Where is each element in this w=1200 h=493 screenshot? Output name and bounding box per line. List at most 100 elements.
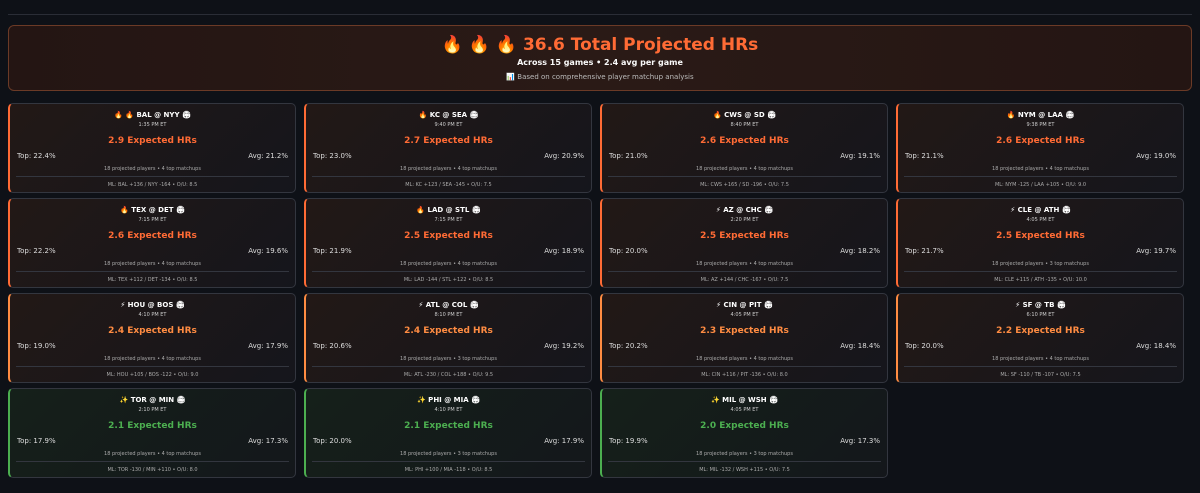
top-probability: Top: 21.9% (313, 247, 352, 255)
odds: ML: PHI +100 / MIA -118 • O/U: 8.5 (404, 467, 493, 473)
top-probability: Top: 23.0% (313, 152, 352, 160)
divider (312, 271, 585, 272)
matchup: ⚡ HOU @ BOS 🏟 (120, 301, 185, 309)
avg-probability: Avg: 19.7% (1136, 247, 1176, 255)
players-info: 18 projected players • 4 top matchups (104, 166, 201, 172)
odds: ML: CLE +115 / ATH -135 • O/U: 10.0 (994, 277, 1087, 283)
avg-probability: Avg: 21.2% (248, 152, 288, 160)
divider (16, 366, 289, 367)
top-probability: Top: 20.0% (313, 437, 352, 445)
avg-probability: Avg: 19.1% (840, 152, 880, 160)
top-probability: Top: 20.2% (609, 342, 648, 350)
matchup: 🔥 CWS @ SD 🏟 (712, 111, 777, 119)
title: 🔥 🔥 🔥 36.6 Total Projected HRs (441, 35, 759, 55)
players-info: 18 projected players • 4 top matchups (400, 261, 497, 267)
expected-hrs: 2.9 Expected HRs (108, 136, 197, 146)
divider (312, 461, 585, 462)
top-probability: Top: 22.2% (17, 247, 56, 255)
players-info: 18 projected players • 4 top matchups (992, 166, 1089, 172)
avg-probability: Avg: 17.3% (840, 437, 880, 445)
top-probability: Top: 17.9% (17, 437, 56, 445)
expected-hrs: 2.2 Expected HRs (996, 326, 1085, 336)
top-probability: Top: 20.0% (609, 247, 648, 255)
odds: ML: CIN +116 / PIT -136 • O/U: 8.0 (701, 372, 788, 378)
matchup: ⚡ AZ @ CHC 🏟 (715, 206, 774, 214)
game-card: 🔥 NYM @ LAA 🏟 9:38 PM ET 2.6 Expected HRs T… (896, 103, 1184, 193)
game-time: 9:38 PM ET (1026, 122, 1055, 128)
game-time: 9:40 PM ET (434, 122, 463, 128)
game-card: 🔥 LAD @ STL 🏟 7:15 PM ET 2.5 Expected HRs T… (304, 198, 592, 288)
expected-hrs: 2.6 Expected HRs (996, 136, 1085, 146)
game-card: ⚡ CLE @ ATH 🏟 4:05 PM ET 2.5 Expected HRs T… (896, 198, 1184, 288)
expected-hrs: 2.5 Expected HRs (404, 231, 493, 241)
players-info: 18 projected players • 4 top matchups (696, 261, 793, 267)
game-card: ✨ MIL @ WSH 🏟 4:05 PM ET 2.0 Expected HRs T… (600, 388, 888, 478)
matchup: ⚡ ATL @ COL 🏟 (418, 301, 479, 309)
players-info: 18 projected players • 3 top matchups (696, 451, 793, 457)
divider (16, 461, 289, 462)
game-time: 2:20 PM ET (730, 217, 759, 223)
divider (904, 176, 1177, 177)
top-probability: Top: 19.0% (17, 342, 56, 350)
players-info: 18 projected players • 4 top matchups (104, 261, 201, 267)
game-time: 8:40 PM ET (730, 122, 759, 128)
game-card: ⚡ AZ @ CHC 🏟 2:20 PM ET 2.5 Expected HRs To… (600, 198, 888, 288)
top-probability: Top: 19.9% (609, 437, 648, 445)
game-time: 4:05 PM ET (1026, 217, 1055, 223)
game-time: 6:10 PM ET (1026, 312, 1055, 318)
players-info: 18 projected players • 4 top matchups (696, 356, 793, 362)
game-card: 🔥 🔥 BAL @ NYY 🏟 1:35 PM ET 2.9 Expected HR… (8, 103, 296, 193)
avg-probability: Avg: 19.6% (248, 247, 288, 255)
expected-hrs: 2.1 Expected HRs (108, 421, 197, 431)
matchup: 🔥 NYM @ LAA 🏟 (1006, 111, 1075, 119)
game-grid: 🔥 🔥 BAL @ NYY 🏟 1:35 PM ET 2.9 Expected HR… (8, 103, 1184, 478)
odds: ML: HOU +105 / BOS -122 • O/U: 9.0 (106, 372, 199, 378)
matchup: ✨ PHI @ MIA 🏟 (417, 396, 480, 404)
expected-hrs: 2.3 Expected HRs (700, 326, 789, 336)
players-info: 18 projected players • 3 top matchups (400, 451, 497, 457)
game-card: ⚡ ATL @ COL 🏟 8:10 PM ET 2.4 Expected HRs T… (304, 293, 592, 383)
top-probability: Top: 20.0% (905, 342, 944, 350)
players-info: 18 projected players • 4 top matchups (696, 166, 793, 172)
expected-hrs: 2.5 Expected HRs (700, 231, 789, 241)
game-time: 1:35 PM ET (138, 122, 167, 128)
divider (312, 366, 585, 367)
avg-probability: Avg: 20.9% (544, 152, 584, 160)
matchup: 🔥 TEX @ DET 🏟 (120, 206, 185, 214)
expected-hrs: 2.6 Expected HRs (700, 136, 789, 146)
game-card: ✨ TOR @ MIN 🏟 2:10 PM ET 2.1 Expected HRs T… (8, 388, 296, 478)
game-card: 🔥 KC @ SEA 🏟 9:40 PM ET 2.7 Expected HRs To… (304, 103, 592, 193)
avg-probability: Avg: 17.9% (248, 342, 288, 350)
avg-probability: Avg: 18.4% (1136, 342, 1176, 350)
odds: ML: LAD -144 / STL +122 • O/U: 8.5 (403, 277, 494, 283)
matchup: ⚡ SF @ TB 🏟 (1015, 301, 1066, 309)
odds: ML: NYM -125 / LAA +105 • O/U: 9.0 (994, 182, 1087, 188)
game-card: 🔥 TEX @ DET 🏟 7:15 PM ET 2.6 Expected HRs T… (8, 198, 296, 288)
game-card: ✨ PHI @ MIA 🏟 4:10 PM ET 2.1 Expected HRs T… (304, 388, 592, 478)
players-info: 18 projected players • 3 top matchups (400, 356, 497, 362)
divider (608, 176, 881, 177)
top-probability: Top: 20.6% (313, 342, 352, 350)
avg-probability: Avg: 18.4% (840, 342, 880, 350)
game-time: 4:05 PM ET (730, 407, 759, 413)
top-probability: Top: 22.4% (17, 152, 56, 160)
matchup: ⚡ CIN @ PIT 🏟 (716, 301, 773, 309)
game-card: ⚡ HOU @ BOS 🏟 4:10 PM ET 2.4 Expected HRs T… (8, 293, 296, 383)
avg-probability: Avg: 19.0% (1136, 152, 1176, 160)
top-probability: Top: 21.7% (905, 247, 944, 255)
players-info: 18 projected players • 4 top matchups (104, 356, 201, 362)
game-time: 4:10 PM ET (138, 312, 167, 318)
game-card: ⚡ SF @ TB 🏟 6:10 PM ET 2.2 Expected HRs Top… (896, 293, 1184, 383)
top-probability: Top: 21.1% (905, 152, 944, 160)
players-info: 18 projected players • 3 top matchups (992, 261, 1089, 267)
note: 📊 Based on comprehensive player matchup … (506, 73, 694, 81)
top-probability: Top: 21.0% (609, 152, 648, 160)
divider (312, 176, 585, 177)
expected-hrs: 2.4 Expected HRs (108, 326, 197, 336)
players-info: 18 projected players • 4 top matchups (400, 166, 497, 172)
game-time: 7:15 PM ET (138, 217, 167, 223)
matchup: 🔥 🔥 BAL @ NYY 🏟 (114, 111, 191, 119)
avg-probability: Avg: 17.9% (544, 437, 584, 445)
game-time: 7:15 PM ET (434, 217, 463, 223)
